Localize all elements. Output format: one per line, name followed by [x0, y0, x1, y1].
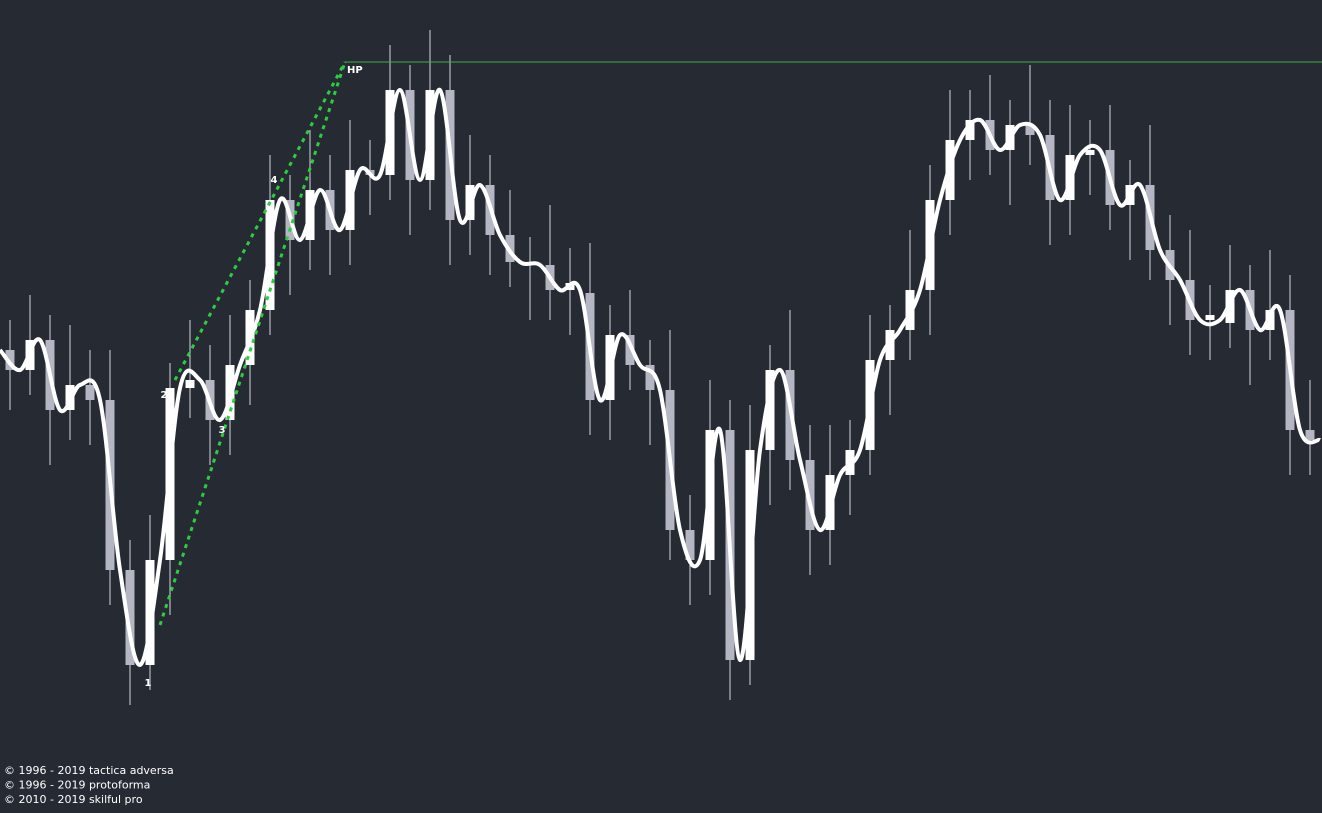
candle-body [765, 370, 775, 450]
candle-body [965, 120, 975, 140]
candle-body [625, 335, 635, 365]
copyright: © 1996 - 2019 protoforma [4, 779, 150, 792]
candle-body [125, 570, 135, 665]
wave-label: 3 [219, 425, 226, 436]
copyright: © 1996 - 2019 tactica adversa [4, 764, 174, 777]
candle-body [1025, 125, 1035, 135]
wave-label: 1 [145, 678, 152, 689]
candle-body [1085, 150, 1095, 155]
candle-body [1305, 430, 1315, 440]
candle-body [1205, 315, 1215, 320]
smooth-line [0, 87, 1321, 668]
trend-line [173, 61, 347, 381]
candle-body [645, 365, 655, 390]
candle-body [5, 350, 15, 370]
candle-body [185, 380, 195, 388]
candle-body [685, 530, 695, 560]
wave-label: 4 [271, 175, 278, 186]
candle-body [145, 560, 155, 665]
candle-body [885, 330, 895, 360]
candle-body [85, 385, 95, 400]
wave-label: 2 [161, 390, 168, 401]
hp-label: HP [347, 65, 363, 76]
copyright: © 2010 - 2019 skilful pro [4, 793, 143, 806]
